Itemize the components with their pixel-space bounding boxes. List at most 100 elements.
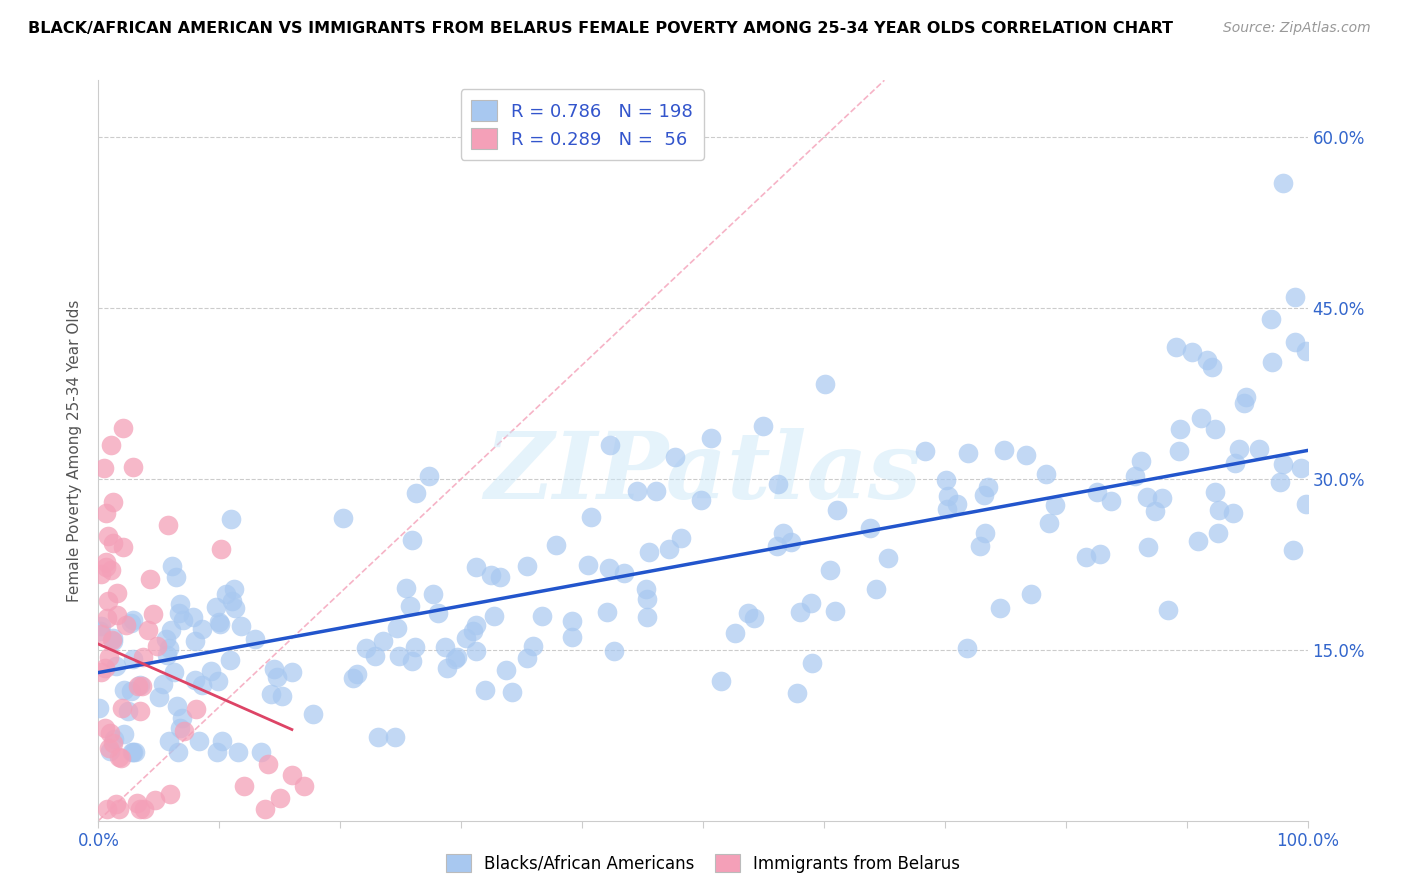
Point — [94, 506, 117, 520]
Point — [636, 592, 658, 607]
Point — [669, 532, 692, 546]
Point — [1272, 457, 1295, 471]
Point — [1090, 547, 1112, 561]
Point — [98, 744, 121, 758]
Point — [132, 802, 155, 816]
Point — [367, 730, 389, 744]
Point — [110, 751, 132, 765]
Point — [645, 483, 668, 498]
Point — [302, 706, 325, 721]
Point — [977, 480, 1000, 494]
Point — [243, 632, 266, 647]
Point — [969, 539, 991, 553]
Point — [354, 640, 377, 655]
Point — [634, 582, 657, 596]
Point — [418, 469, 440, 483]
Point — [96, 611, 118, 625]
Point — [101, 535, 124, 549]
Point — [1204, 422, 1226, 436]
Point — [1201, 359, 1223, 374]
Point — [169, 721, 191, 735]
Point — [1187, 533, 1209, 548]
Point — [120, 615, 142, 630]
Point — [945, 497, 967, 511]
Point — [1197, 353, 1219, 368]
Point — [166, 698, 188, 713]
Point — [139, 572, 162, 586]
Point — [957, 446, 980, 460]
Point — [599, 438, 621, 452]
Point — [789, 605, 811, 619]
Point — [207, 674, 229, 689]
Point — [101, 633, 124, 648]
Point — [232, 780, 254, 794]
Point — [1260, 312, 1282, 326]
Point — [1150, 491, 1173, 505]
Point — [1035, 467, 1057, 481]
Point — [401, 533, 423, 547]
Point — [266, 670, 288, 684]
Point — [101, 494, 124, 508]
Point — [1249, 442, 1271, 456]
Point — [501, 685, 523, 699]
Point — [104, 797, 127, 812]
Point — [172, 613, 194, 627]
Legend: Blacks/African Americans, Immigrants from Belarus: Blacks/African Americans, Immigrants fro… — [439, 847, 967, 880]
Point — [690, 492, 713, 507]
Point — [598, 561, 620, 575]
Point — [100, 563, 122, 577]
Point — [596, 605, 619, 619]
Point — [495, 663, 517, 677]
Point — [224, 601, 246, 615]
Point — [219, 653, 242, 667]
Point — [664, 450, 686, 464]
Point — [1260, 355, 1282, 369]
Point — [127, 679, 149, 693]
Point — [111, 701, 134, 715]
Point — [710, 673, 733, 688]
Point — [132, 649, 155, 664]
Point — [250, 745, 273, 759]
Point — [561, 630, 583, 644]
Point — [184, 673, 207, 688]
Point — [90, 626, 112, 640]
Point — [131, 679, 153, 693]
Point — [444, 652, 467, 666]
Point — [98, 726, 121, 740]
Point — [561, 614, 583, 628]
Point — [112, 683, 135, 698]
Point — [292, 780, 315, 794]
Point — [342, 671, 364, 685]
Point — [1168, 422, 1191, 436]
Point — [405, 486, 427, 500]
Point — [1085, 485, 1108, 500]
Point — [111, 541, 134, 555]
Point — [456, 631, 478, 645]
Point — [404, 640, 426, 654]
Point — [576, 558, 599, 572]
Point — [163, 665, 186, 679]
Text: ZIPatlas: ZIPatlas — [485, 427, 921, 517]
Point — [93, 721, 115, 735]
Point — [974, 525, 997, 540]
Point — [90, 566, 112, 581]
Point — [859, 521, 882, 535]
Point — [152, 677, 174, 691]
Point — [399, 599, 422, 613]
Point — [752, 419, 775, 434]
Point — [93, 460, 115, 475]
Point — [1136, 541, 1159, 555]
Y-axis label: Female Poverty Among 25-34 Year Olds: Female Poverty Among 25-34 Year Olds — [67, 300, 83, 601]
Point — [479, 568, 502, 582]
Point — [281, 665, 304, 679]
Point — [94, 661, 117, 675]
Point — [800, 596, 823, 610]
Point — [603, 644, 626, 658]
Point — [1074, 550, 1097, 565]
Point — [125, 796, 148, 810]
Point — [1204, 484, 1226, 499]
Point — [260, 687, 283, 701]
Legend: R = 0.786   N = 198, R = 0.289   N =  56: R = 0.786 N = 198, R = 0.289 N = 56 — [461, 89, 703, 160]
Point — [148, 690, 170, 704]
Point — [159, 787, 181, 801]
